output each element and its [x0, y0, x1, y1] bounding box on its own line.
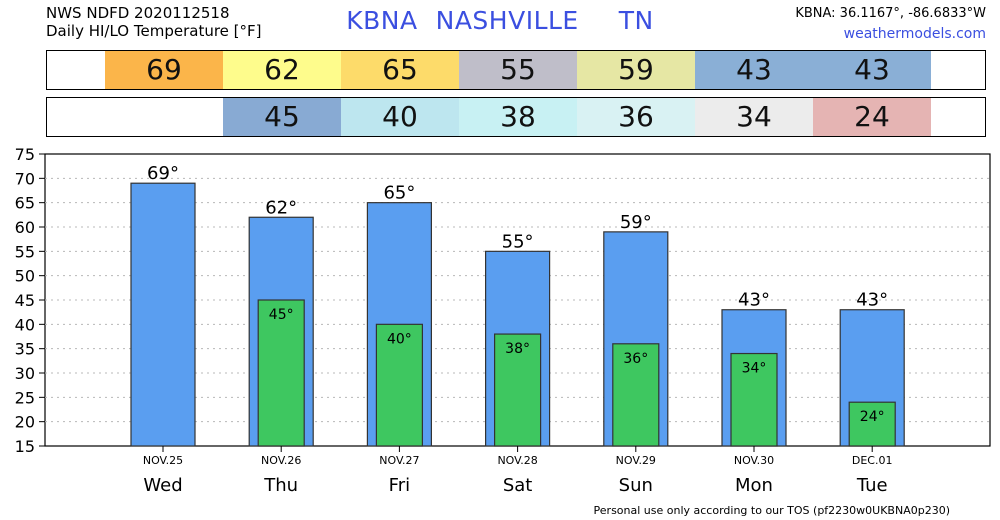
lo-bar-label: 40° — [387, 331, 412, 347]
hi-bar-label: 65° — [383, 183, 415, 204]
hi-strip-cell-0: 69 — [105, 51, 223, 89]
lo-strip-cell-0 — [105, 98, 223, 136]
lo-bar-label: 36° — [623, 351, 648, 367]
hi-strip-cell-1: 62 — [223, 51, 341, 89]
lo-bar — [612, 343, 660, 447]
x-day-label: Sun — [619, 475, 653, 495]
y-tick-label: 20 — [15, 413, 35, 432]
y-tick-label: 65 — [15, 194, 35, 213]
lo-strip-cell-6: 24 — [813, 98, 931, 136]
x-date-label: NOV.30 — [734, 454, 774, 467]
hi-bar-label: 62° — [265, 197, 297, 218]
x-day-label: Thu — [263, 475, 298, 495]
x-day-label: Mon — [735, 475, 773, 495]
y-tick-label: 60 — [15, 218, 35, 237]
header-left: NWS NDFD 2020112518 Daily HI/LO Temperat… — [46, 4, 262, 40]
hi-bar-label: 69° — [147, 163, 179, 184]
lo-bar — [257, 299, 305, 447]
y-tick-label: 50 — [15, 267, 35, 286]
temperature-chart: 15 20 25 30 35 40 45 50 55 60 65 70 75 69° NOV.25 Wed 62… — [15, 145, 991, 495]
y-tick-label: 40 — [15, 315, 35, 334]
lo-strip-cell-5: 34 — [695, 98, 813, 136]
hi-bar — [130, 182, 196, 447]
y-tick-label: 25 — [15, 388, 35, 407]
hi-strip-cell-4: 59 — [577, 51, 695, 89]
lo-bar — [848, 401, 896, 447]
station-city: NASHVILLE — [435, 6, 579, 35]
lo-strip-cell-4: 36 — [577, 98, 695, 136]
hi-strip-cell-2: 65 — [341, 51, 459, 89]
y-tick-label: 75 — [15, 145, 35, 164]
station-coords: KBNA: 36.1167°, -86.6833°W — [795, 6, 986, 21]
lo-strip-cell-1: 45 — [223, 98, 341, 136]
header-right: KBNA: 36.1167°, -86.6833°W weathermodels… — [795, 4, 986, 44]
y-tick-label: 30 — [15, 364, 35, 383]
hi-strip-cell-3: 55 — [459, 51, 577, 89]
station-title: KBNA NASHVILLE TN — [0, 6, 1000, 35]
site-link[interactable]: weathermodels.com — [843, 26, 986, 42]
y-tick-label: 35 — [15, 340, 35, 359]
x-day-label: Fri — [389, 475, 410, 495]
product-label: Daily HI/LO Temperature [°F] — [46, 22, 262, 40]
y-tick-label: 70 — [15, 169, 35, 188]
model-run-label: NWS NDFD 2020112518 — [46, 4, 230, 22]
x-date-label: NOV.29 — [616, 454, 656, 467]
y-tick-label: 45 — [15, 291, 35, 310]
x-date-label: DEC.01 — [852, 454, 893, 467]
lo-bar-label: 38° — [505, 341, 530, 357]
lo-bar — [494, 333, 542, 447]
lo-strip-cell-2: 40 — [341, 98, 459, 136]
hi-bar-label: 59° — [620, 212, 652, 233]
lo-bar-label: 24° — [860, 409, 885, 425]
x-date-label: NOV.25 — [143, 454, 183, 467]
hi-strip-cell-5: 43 — [695, 51, 813, 89]
y-tick-label: 15 — [15, 437, 35, 456]
lo-temperature-strip: 45 40 38 36 34 24 — [46, 97, 986, 137]
x-day-label: Wed — [143, 475, 182, 495]
x-date-label: NOV.28 — [497, 454, 537, 467]
lo-strip-cell-3: 38 — [459, 98, 577, 136]
x-date-label: NOV.27 — [379, 454, 419, 467]
lo-bar — [730, 352, 778, 447]
x-day-label: Sat — [503, 475, 533, 495]
hi-temperature-strip: 69 62 65 55 59 43 43 — [46, 50, 986, 90]
hi-bar-label: 55° — [502, 231, 534, 252]
footer-note: Personal use only according to our TOS (… — [593, 504, 950, 517]
x-day-label: Tue — [856, 475, 888, 495]
station-state: TN — [618, 6, 654, 35]
lo-bar — [375, 323, 423, 447]
hi-bar-label: 43° — [856, 290, 888, 311]
hi-bar-label: 43° — [738, 290, 770, 311]
y-tick-label: 55 — [15, 242, 35, 261]
lo-bar-label: 45° — [269, 307, 294, 323]
hi-strip-cell-6: 43 — [813, 51, 931, 89]
station-id: KBNA — [346, 6, 418, 35]
x-date-label: NOV.26 — [261, 454, 301, 467]
lo-bar-label: 34° — [742, 361, 767, 377]
